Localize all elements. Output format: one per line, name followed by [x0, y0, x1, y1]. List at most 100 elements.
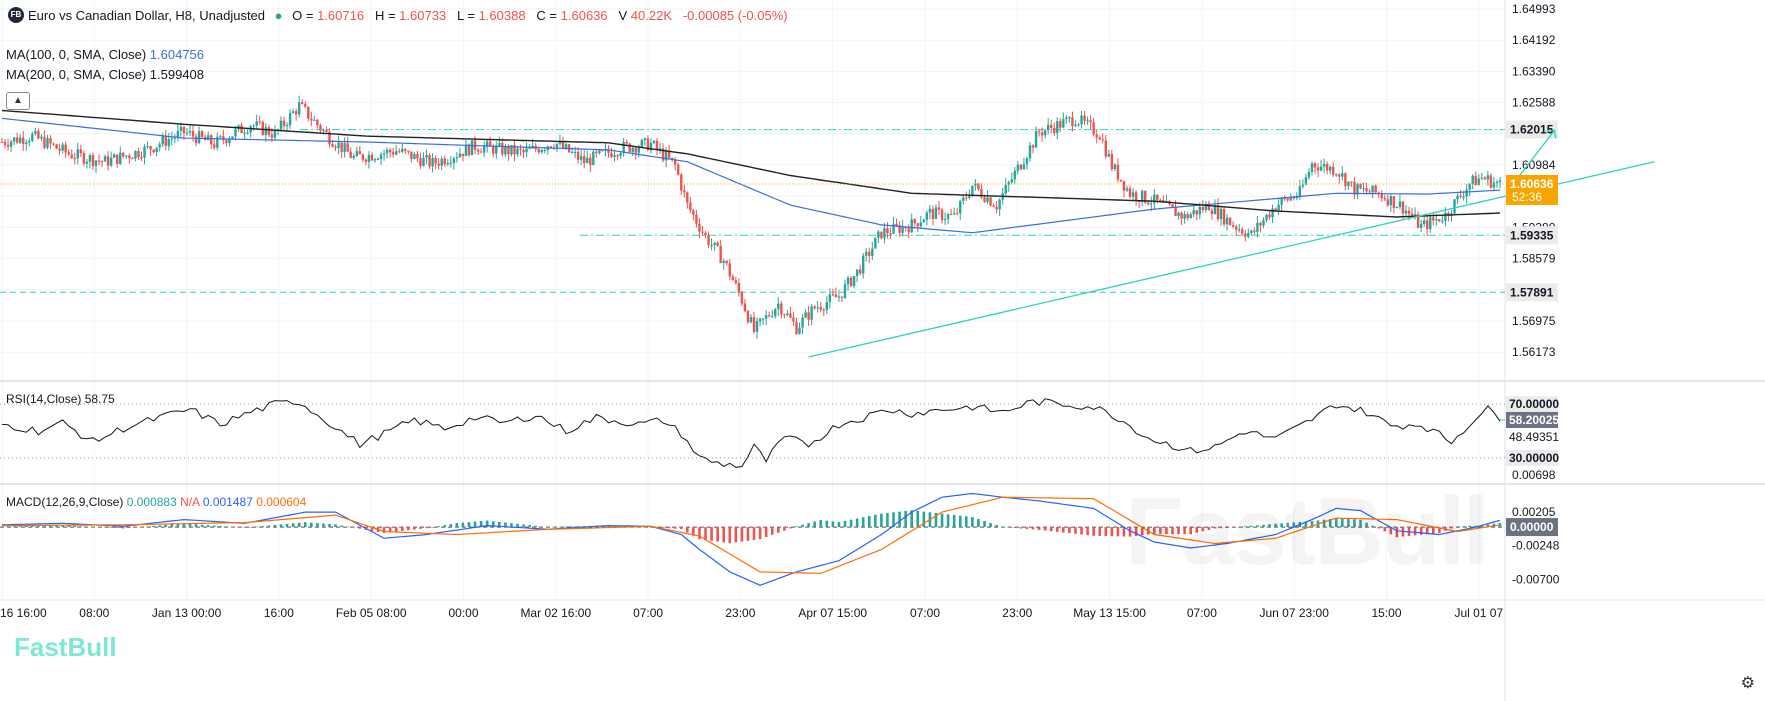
macd-histogram-bar [273, 524, 277, 528]
candle-body [128, 155, 131, 159]
candle-body [197, 131, 201, 144]
candle-body [1013, 170, 1017, 180]
candle-body [67, 152, 70, 155]
candle-body [134, 151, 137, 159]
macd-tick-label: -0.00700 [1512, 572, 1560, 586]
macd-histogram-bar [1219, 527, 1223, 529]
time-tick-label: Apr 07 15:00 [798, 606, 867, 620]
macd-histogram-bar [1225, 527, 1229, 529]
macd-histogram-bar [837, 522, 841, 528]
chart-header: Euro vs Canadian Dollar, H8, Unadjusted … [28, 8, 788, 23]
candle-body [1307, 171, 1311, 178]
macd-histogram-bar [6, 526, 10, 528]
candle-body [871, 248, 874, 256]
time-tick-label: 23:00 [725, 606, 755, 620]
candle-body [164, 136, 167, 146]
candle-body [589, 157, 592, 166]
candle-body [1116, 164, 1120, 180]
symbol-title[interactable]: Euro vs Canadian Dollar, H8, Unadjusted [28, 8, 266, 23]
candle-body [789, 313, 792, 318]
candle-body [352, 155, 355, 158]
candle-body [255, 121, 258, 126]
candle-body [619, 153, 622, 156]
candle-body [419, 158, 422, 167]
candle-body [161, 136, 164, 145]
macd-histogram-bar [358, 527, 362, 529]
ma200-legend[interactable]: MA(200, 0, SMA, Close) 1.599408 [6, 67, 204, 82]
macd-histogram-bar [219, 525, 222, 528]
candle-body [516, 148, 519, 155]
candle-body [1304, 177, 1308, 185]
macd-histogram-bar [1353, 519, 1356, 528]
collapse-legend-button[interactable]: ▲ [6, 92, 30, 110]
candle-body [1128, 188, 1132, 197]
ma200-value: 1.599408 [149, 67, 205, 82]
macd-histogram-bar [285, 523, 289, 528]
macd-histogram-bar [103, 527, 107, 528]
candle-body [219, 136, 222, 138]
candle-body [1413, 214, 1417, 217]
macd-histogram-bar [673, 527, 677, 529]
candle-body [1441, 220, 1444, 222]
candle-body [686, 192, 689, 203]
candle-body [1198, 206, 1201, 215]
ma100-legend[interactable]: MA(100, 0, SMA, Close) 1.604756 [6, 47, 204, 62]
candle-body [179, 126, 183, 132]
macd-histogram-bar [795, 526, 798, 528]
settings-gear-icon[interactable]: ⚙ [1740, 675, 1755, 692]
candle-body [1144, 190, 1147, 203]
candle-body [152, 149, 155, 153]
candle-body [1380, 193, 1383, 199]
candle-body [346, 143, 349, 152]
macd-histogram-bar [1001, 527, 1004, 528]
candle-body [18, 137, 22, 143]
candle-body [1374, 185, 1377, 193]
candle-body [895, 223, 898, 226]
macd-histogram-bar [316, 523, 319, 528]
candle-body [710, 244, 713, 246]
candle-body [343, 143, 346, 153]
candle-body [407, 150, 410, 152]
macd-histogram-bar [91, 526, 95, 528]
rsi-tick-label: 30.00000 [1509, 451, 1559, 465]
macd-histogram-bar [109, 527, 113, 528]
macd-histogram-bar [243, 527, 246, 528]
macd-histogram-bar [679, 527, 683, 529]
macd-histogram-bar [140, 526, 143, 528]
candle-body [1328, 166, 1332, 171]
candle-body [452, 158, 456, 163]
candle-body [525, 148, 528, 153]
candle-body [810, 306, 813, 320]
candle-body [1471, 175, 1474, 184]
candle-body [155, 147, 158, 153]
macd-histogram-bar [983, 521, 986, 528]
macd-histogram-bar [370, 527, 374, 531]
macd-histogram-bar [1292, 522, 1296, 528]
macd-histogram-bar [1486, 524, 1490, 528]
candle-body [504, 146, 507, 155]
rsi-line [1, 398, 1501, 468]
macd-histogram-bar [388, 527, 392, 533]
candle-body [713, 242, 716, 245]
candle-body [755, 321, 759, 332]
macd-histogram-bar [1462, 526, 1465, 528]
open-value: 1.60716 [317, 8, 365, 23]
candle-body [70, 154, 73, 159]
rsi-legend[interactable]: RSI(14,Close) 58.75 [6, 392, 115, 406]
candle-body [1056, 121, 1059, 134]
candle-body [1086, 120, 1089, 122]
macd-histogram-bar [491, 521, 495, 528]
macd-legend[interactable]: MACD(12,26,9,Close) 0.000883 N/A 0.00148… [6, 495, 306, 509]
candle-body [6, 144, 10, 147]
candle-body [680, 174, 683, 191]
macd-histogram-bar [310, 522, 313, 528]
macd-histogram-bar [716, 527, 719, 542]
candle-body [792, 317, 795, 322]
macd-histogram-bar [170, 524, 174, 528]
macd-histogram-bar [206, 525, 210, 528]
candle-body [843, 284, 847, 298]
candle-body [225, 140, 228, 144]
candle-body [1350, 181, 1353, 183]
candle-body [767, 315, 771, 317]
